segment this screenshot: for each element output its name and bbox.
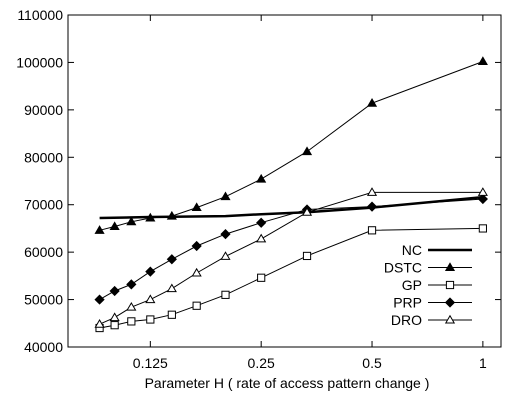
data-point-dstc bbox=[477, 56, 488, 65]
data-point-prp bbox=[191, 240, 202, 252]
legend-marker-gp bbox=[445, 280, 455, 290]
data-point-gp bbox=[127, 317, 136, 326]
series-gp bbox=[95, 224, 487, 333]
data-point-prp bbox=[477, 193, 488, 205]
data-point-gp bbox=[367, 226, 377, 235]
data-point-gp bbox=[302, 251, 312, 261]
data-point-gp bbox=[192, 301, 201, 310]
legend-marker-dro bbox=[444, 314, 456, 324]
x-tick-label: 0.5 bbox=[362, 355, 382, 371]
legend-marker-prp bbox=[444, 297, 456, 308]
data-point-dro bbox=[126, 301, 137, 311]
data-point-dstc bbox=[220, 191, 231, 201]
series-dstc bbox=[94, 56, 488, 234]
data-point-dstc bbox=[256, 173, 267, 183]
data-point-dstc bbox=[366, 98, 378, 107]
legend-box bbox=[373, 238, 486, 326]
data-point-dstc bbox=[126, 216, 137, 226]
y-tick-label: 90000 bbox=[24, 102, 63, 118]
data-point-prp bbox=[126, 279, 137, 290]
data-point-prp bbox=[256, 217, 267, 228]
data-point-dro bbox=[109, 312, 120, 322]
x-tick-label: 1 bbox=[479, 355, 487, 371]
data-point-dstc bbox=[301, 146, 313, 156]
data-point-prp bbox=[94, 294, 105, 305]
series-line-dstc bbox=[99, 61, 484, 231]
y-tick-label: 40000 bbox=[24, 339, 63, 355]
data-point-dro bbox=[256, 233, 267, 243]
y-tick-label: 100000 bbox=[16, 54, 63, 70]
data-point-dro bbox=[94, 319, 105, 328]
data-point-gp bbox=[146, 315, 155, 324]
data-point-dstc bbox=[94, 225, 105, 234]
data-point-dstc bbox=[145, 212, 156, 222]
data-point-prp bbox=[145, 266, 156, 277]
data-point-gp bbox=[257, 273, 266, 282]
plot-frame bbox=[67, 14, 502, 348]
data-point-dro bbox=[220, 251, 231, 260]
x-axis-label: Parameter H ( rate of access pattern cha… bbox=[145, 375, 430, 391]
data-point-dstc bbox=[191, 202, 202, 212]
series-nc bbox=[99, 195, 484, 220]
data-point-gp bbox=[167, 310, 176, 319]
data-point-prp bbox=[166, 254, 177, 265]
data-point-dro bbox=[166, 283, 177, 293]
legend-label-dro: DRO bbox=[391, 312, 422, 328]
data-point-prp bbox=[109, 285, 120, 297]
y-tick-label: 70000 bbox=[24, 197, 63, 213]
data-point-gp bbox=[221, 290, 230, 299]
y-tick-label: 60000 bbox=[24, 244, 63, 260]
series-dro bbox=[94, 187, 488, 328]
x-tick-label: 0.25 bbox=[248, 355, 275, 371]
series-layer bbox=[94, 56, 488, 333]
series-line-nc bbox=[99, 195, 484, 220]
data-point-dstc bbox=[109, 221, 120, 231]
data-point-dro bbox=[191, 267, 202, 277]
data-point-gp bbox=[478, 224, 487, 233]
legend-label-prp: PRP bbox=[393, 295, 422, 311]
data-point-dstc bbox=[166, 210, 177, 220]
legend-label-gp: GP bbox=[402, 277, 422, 293]
data-point-gp bbox=[110, 321, 119, 330]
x-axis: 0.125 0.25 0.5 1 bbox=[133, 15, 487, 371]
legend-label-nc: NC bbox=[402, 242, 422, 258]
legend-label-dstc: DSTC bbox=[384, 260, 422, 276]
data-point-dro bbox=[145, 294, 156, 304]
data-point-prp bbox=[366, 201, 378, 212]
data-point-dro bbox=[301, 207, 313, 216]
y-axis: 40000 50000 60000 70000 80000 90000 100000 1100… bbox=[16, 7, 501, 355]
data-point-dro bbox=[366, 187, 378, 196]
x-tick-label: 0.125 bbox=[133, 355, 168, 371]
legend-marker-dstc bbox=[444, 262, 456, 271]
data-point-prp bbox=[220, 229, 231, 240]
y-tick-label: 110000 bbox=[17, 7, 63, 23]
data-point-dro bbox=[477, 187, 488, 196]
y-tick-label: 50000 bbox=[24, 292, 63, 308]
y-tick-label: 80000 bbox=[24, 149, 63, 165]
